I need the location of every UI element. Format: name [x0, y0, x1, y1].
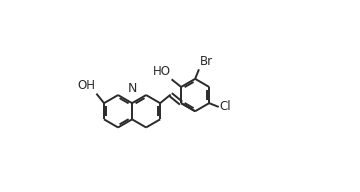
Text: HO: HO [153, 65, 171, 78]
Text: N: N [127, 82, 137, 95]
Text: Br: Br [200, 55, 213, 68]
Text: Cl: Cl [220, 100, 231, 113]
Text: OH: OH [77, 79, 95, 92]
